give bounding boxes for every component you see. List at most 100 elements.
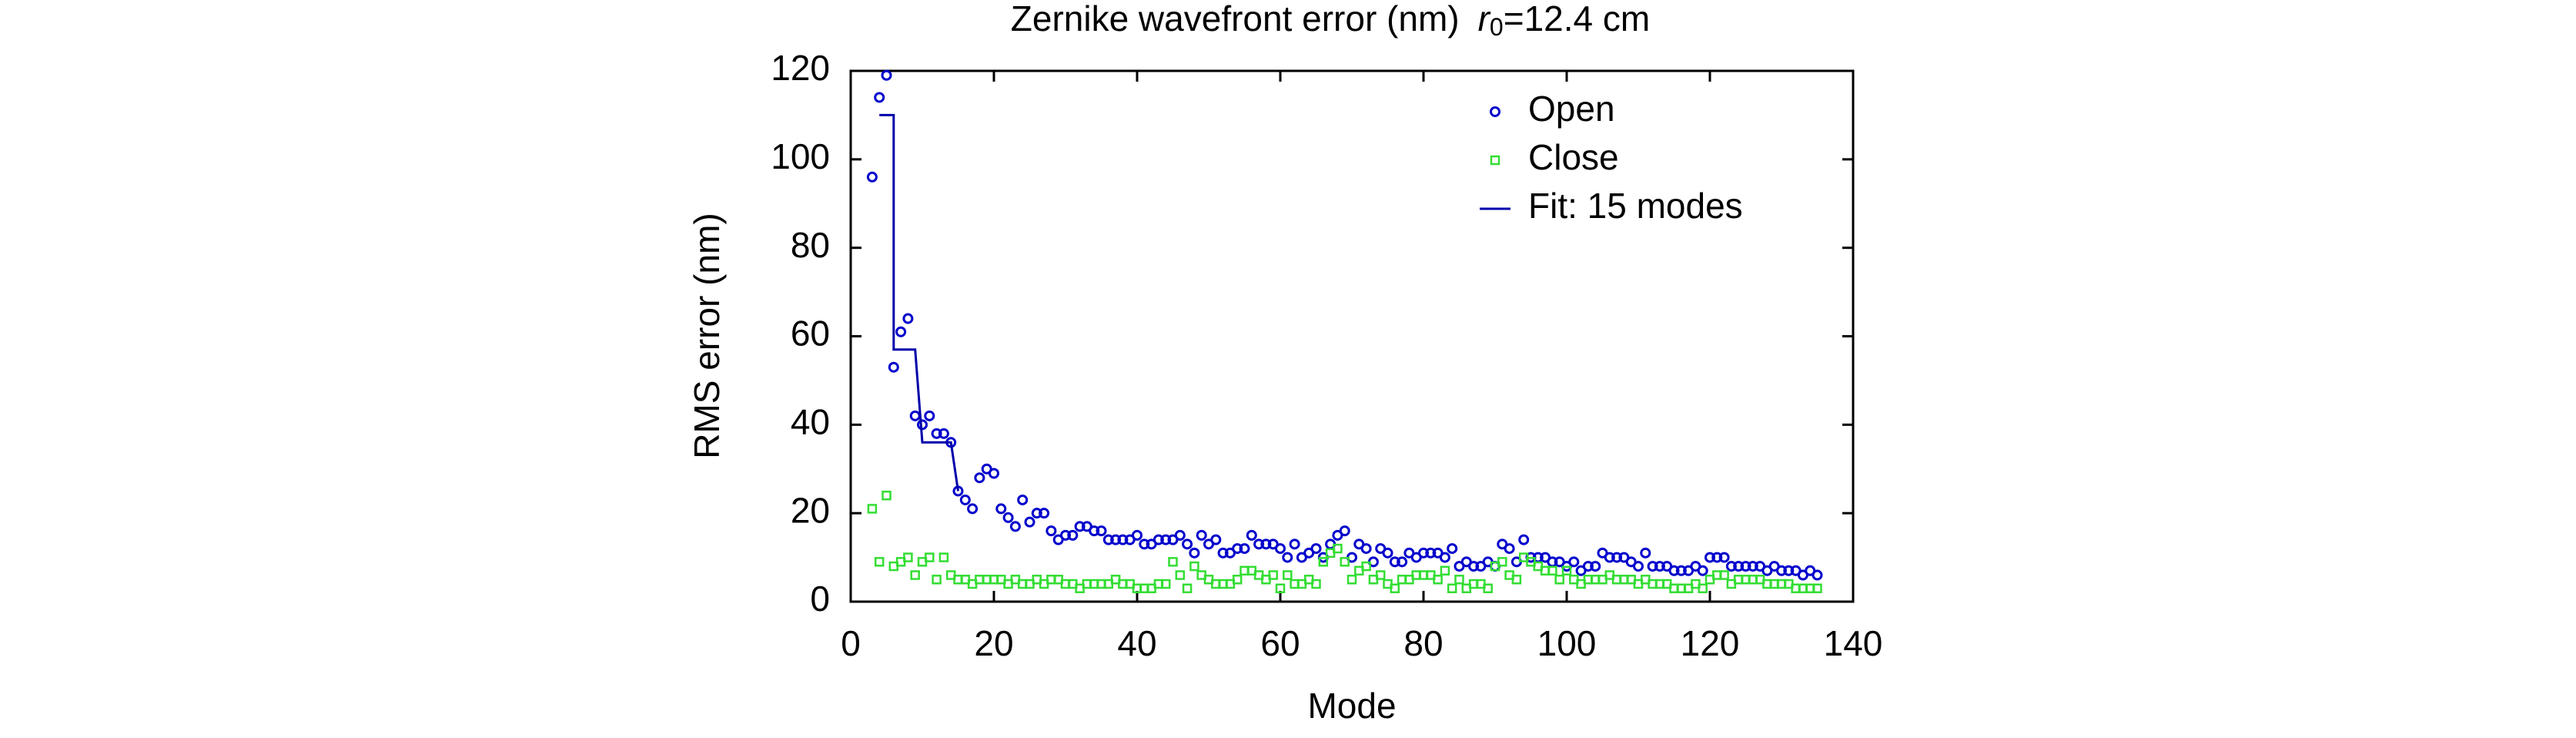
legend-label: Fit: 15 modes <box>1528 186 1743 226</box>
point <box>1196 529 1207 541</box>
x-tick-label: 40 <box>1117 623 1156 663</box>
point <box>1260 538 1272 550</box>
point <box>903 552 913 562</box>
point <box>974 472 985 484</box>
point <box>1375 570 1386 580</box>
point <box>1418 547 1429 559</box>
point <box>1009 521 1021 532</box>
x-tick-label: 100 <box>1537 623 1597 663</box>
point <box>1060 529 1071 541</box>
point <box>959 494 971 505</box>
point <box>1611 552 1623 563</box>
y-tick-label: 80 <box>791 225 830 265</box>
point <box>1654 561 1665 572</box>
y-axis-label: RMS error (nm) <box>687 213 727 458</box>
point <box>1497 557 1507 567</box>
point <box>1289 538 1300 550</box>
point <box>1447 543 1458 555</box>
point <box>1253 538 1265 550</box>
point <box>1647 561 1658 572</box>
point <box>1024 516 1035 528</box>
point <box>967 503 979 515</box>
x-tick-label: 20 <box>974 623 1013 663</box>
point <box>1168 557 1178 567</box>
point <box>1518 534 1530 545</box>
point <box>1718 552 1730 563</box>
point <box>881 69 892 81</box>
title-rest: =12.4 cm <box>1504 0 1651 39</box>
point <box>1310 543 1322 555</box>
point <box>1554 575 1564 585</box>
point <box>1812 569 1823 581</box>
point <box>1031 508 1042 519</box>
point <box>1182 583 1193 594</box>
x-tick-label: 60 <box>1260 623 1300 663</box>
point <box>1698 583 1708 594</box>
point <box>1210 534 1222 545</box>
point <box>1174 529 1186 541</box>
point <box>895 326 907 337</box>
legend-marker <box>1490 155 1500 166</box>
point <box>1360 543 1372 555</box>
point <box>1283 570 1293 580</box>
point <box>1268 570 1278 580</box>
point <box>1511 575 1522 585</box>
legend-label: Open <box>1528 89 1615 129</box>
point <box>1675 565 1687 576</box>
point <box>1311 579 1321 589</box>
point <box>1318 557 1329 567</box>
point <box>1433 575 1443 585</box>
point <box>1246 529 1257 541</box>
point <box>1160 579 1171 589</box>
point <box>1747 561 1758 572</box>
point <box>1039 508 1050 519</box>
point <box>1582 561 1594 572</box>
point <box>1483 583 1493 594</box>
point <box>866 171 878 183</box>
point <box>1812 583 1822 594</box>
point <box>1382 547 1393 559</box>
fit-line <box>879 113 959 491</box>
point <box>1232 575 1243 585</box>
point <box>1590 561 1601 572</box>
point <box>1110 534 1122 545</box>
point <box>1668 565 1680 576</box>
point <box>1447 583 1457 594</box>
point <box>867 504 878 514</box>
point <box>1705 552 1715 563</box>
point <box>1275 583 1286 594</box>
y-tick-label: 0 <box>810 579 830 619</box>
point <box>924 410 935 421</box>
y-tick-label: 120 <box>771 48 830 88</box>
point <box>938 552 949 562</box>
point <box>1561 565 1572 576</box>
point <box>1547 565 1557 576</box>
title-sub: 0 <box>1490 13 1504 41</box>
point <box>1045 525 1057 537</box>
point <box>1504 543 1515 555</box>
point <box>1132 529 1142 541</box>
point <box>1568 556 1580 568</box>
point <box>1783 565 1795 576</box>
point <box>1333 543 1343 554</box>
point <box>910 570 920 580</box>
title-var: r <box>1478 0 1491 39</box>
title-text: Zernike wavefront error (nm) <box>1011 0 1460 39</box>
point <box>888 361 899 373</box>
point <box>1733 561 1745 572</box>
point <box>1182 538 1193 550</box>
point <box>1160 534 1172 545</box>
point <box>874 557 885 567</box>
point <box>1640 547 1651 559</box>
x-tick-label: 80 <box>1403 623 1443 663</box>
y-tick-label: 20 <box>791 490 830 530</box>
point <box>1633 561 1644 572</box>
point <box>1232 543 1243 555</box>
point <box>1390 583 1400 594</box>
point <box>1425 547 1437 559</box>
point <box>1389 556 1400 568</box>
point <box>931 428 942 439</box>
point <box>1361 561 1371 572</box>
point <box>1239 543 1250 555</box>
